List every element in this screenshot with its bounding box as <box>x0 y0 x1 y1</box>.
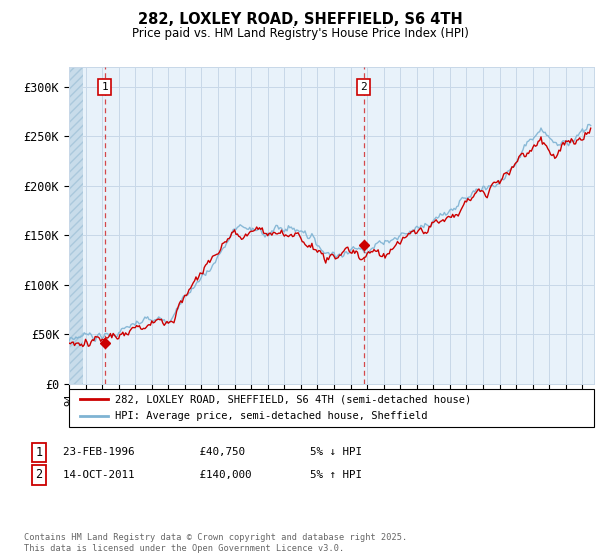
Text: 2: 2 <box>360 82 367 92</box>
Bar <box>69 67 83 384</box>
Text: 1: 1 <box>101 82 108 92</box>
Text: 1: 1 <box>35 446 43 459</box>
Text: 282, LOXLEY ROAD, SHEFFIELD, S6 4TH: 282, LOXLEY ROAD, SHEFFIELD, S6 4TH <box>137 12 463 27</box>
Text: 282, LOXLEY ROAD, SHEFFIELD, S6 4TH (semi-detached house): 282, LOXLEY ROAD, SHEFFIELD, S6 4TH (sem… <box>115 394 472 404</box>
Text: 2: 2 <box>35 468 43 482</box>
Text: 14-OCT-2011          £140,000         5% ↑ HPI: 14-OCT-2011 £140,000 5% ↑ HPI <box>63 470 362 480</box>
Text: Price paid vs. HM Land Registry's House Price Index (HPI): Price paid vs. HM Land Registry's House … <box>131 27 469 40</box>
Text: Contains HM Land Registry data © Crown copyright and database right 2025.
This d: Contains HM Land Registry data © Crown c… <box>24 533 407 553</box>
Text: 23-FEB-1996          £40,750          5% ↓ HPI: 23-FEB-1996 £40,750 5% ↓ HPI <box>63 447 362 458</box>
Text: HPI: Average price, semi-detached house, Sheffield: HPI: Average price, semi-detached house,… <box>115 411 428 421</box>
